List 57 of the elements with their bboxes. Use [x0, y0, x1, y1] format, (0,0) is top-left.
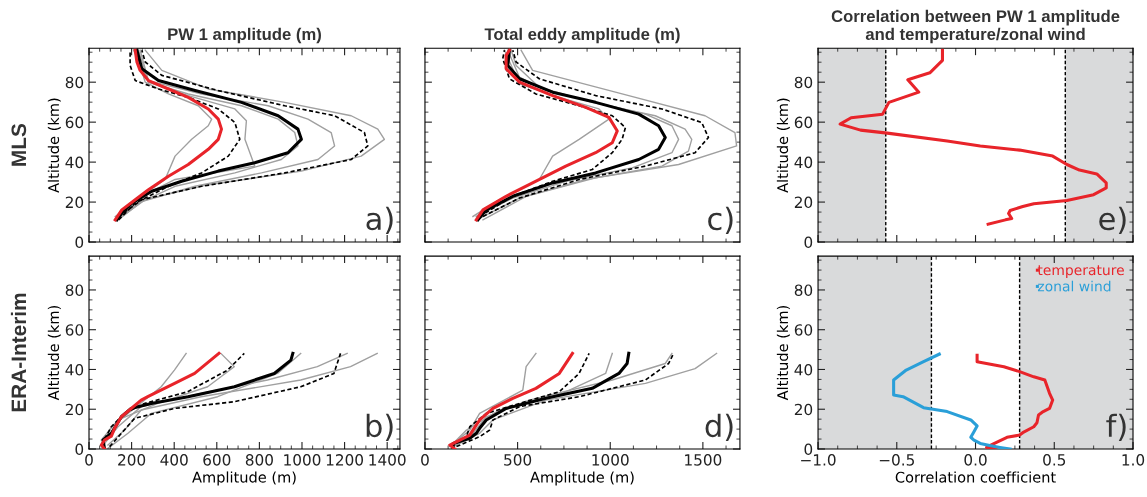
- x-tick-label: 500: [504, 454, 532, 466]
- x-tick-label: −1.0: [801, 454, 836, 466]
- y-tick-label: 40: [65, 156, 84, 169]
- y-axis-title: Altitude (km): [776, 98, 790, 193]
- y-tick-label: 60: [794, 324, 813, 336]
- y-axis-title: Altitude (km): [776, 306, 790, 401]
- y-tick-label: 40: [65, 363, 84, 376]
- annotation: f): [1106, 413, 1126, 441]
- y-axis-title: Altitude (km): [47, 306, 61, 401]
- annotation: b): [366, 413, 393, 441]
- x-tick-label: 0: [421, 454, 429, 466]
- chart-title: Correlation between PW 1 amplitude and temperature/zonal wind: [831, 9, 1120, 44]
- x-axis-title: Amplitude (m): [192, 471, 296, 486]
- text: MLS: [11, 123, 27, 166]
- y-tick-label: 60: [65, 116, 84, 129]
- annotation: e): [1099, 206, 1126, 234]
- x-tick-label: −0.5: [879, 454, 914, 466]
- y-tick-label: 20: [65, 403, 84, 416]
- y-tick-label: 0: [75, 443, 84, 456]
- y-tick-label: 0: [804, 236, 813, 249]
- x-tick-label: 1000: [592, 454, 629, 466]
- legend-label: temperature: [1037, 265, 1124, 278]
- x-tick-label: 200: [118, 454, 146, 466]
- annotation: d): [705, 413, 733, 441]
- x-tick-label: 1.0: [1122, 454, 1145, 466]
- text: ERA-Interim: [10, 293, 27, 412]
- chart-title: Total eddy amplitude (m): [484, 27, 680, 44]
- y-tick-label: 40: [794, 156, 813, 169]
- y-tick-label: 80: [794, 284, 813, 296]
- y-tick-label: 80: [794, 76, 813, 89]
- y-tick-label: 0: [75, 236, 84, 249]
- annotation: c): [708, 206, 733, 234]
- y-tick-label: 40: [794, 363, 813, 376]
- x-tick-label: 1200: [326, 454, 364, 466]
- x-tick-label: 1000: [284, 454, 321, 466]
- y-tick-label: 80: [65, 284, 84, 296]
- x-axis-title: Amplitude (m): [530, 471, 634, 486]
- x-tick-label: 400: [160, 454, 188, 466]
- x-tick-label: 1500: [685, 454, 722, 466]
- chart-title: PW 1 amplitude (m): [168, 27, 321, 44]
- y-tick-label: 60: [65, 324, 84, 336]
- y-tick-label: 80: [65, 76, 84, 89]
- y-tick-label: 20: [794, 196, 813, 209]
- x-tick-label: 1400: [369, 454, 406, 466]
- x-tick-label: 0.5: [1043, 454, 1066, 466]
- y-tick-label: 20: [794, 403, 813, 416]
- x-tick-label: 600: [203, 454, 231, 466]
- y-axis-title: Altitude (km): [47, 98, 61, 193]
- x-tick-label: 800: [245, 454, 273, 466]
- y-tick-label: 20: [65, 196, 84, 209]
- x-tick-label: 0: [85, 454, 93, 466]
- annotation: a): [366, 206, 393, 234]
- legend-label: zonal wind: [1037, 280, 1111, 292]
- x-tick-label: 0.0: [964, 454, 987, 466]
- y-tick-label: 0: [804, 443, 813, 456]
- y-tick-label: 60: [794, 116, 813, 129]
- x-axis-title: Correlation coefficient: [895, 471, 1056, 483]
